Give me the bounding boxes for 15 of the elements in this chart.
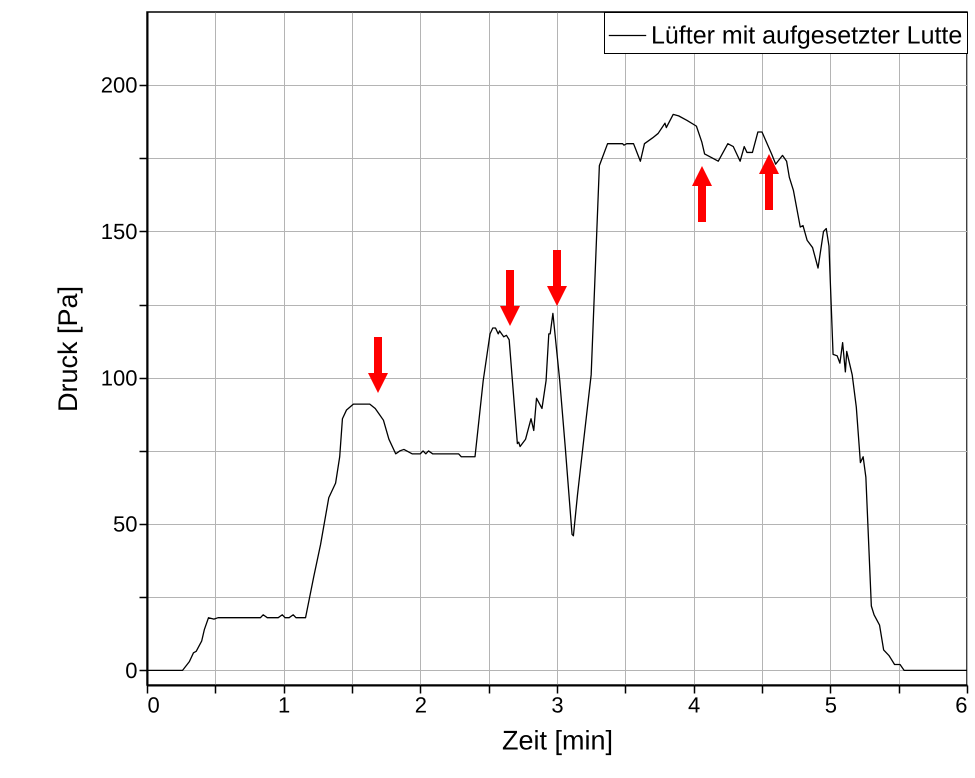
y-axis-title: Druck [Pa] <box>52 286 83 412</box>
x-tick-label: 0 <box>148 692 160 718</box>
x-tick-label: 2 <box>414 692 427 718</box>
y-tick-label: 200 <box>100 72 138 98</box>
y-tick-label: 150 <box>100 218 138 244</box>
legend-label: Lüfter mit aufgesetzter Lutte <box>651 22 962 50</box>
y-tick-label: 0 <box>125 658 138 683</box>
y-tick-label: 50 <box>113 512 138 537</box>
x-axis-title: Zeit [min] <box>502 726 614 756</box>
x-tick-label: 1 <box>278 692 290 718</box>
y-tick-label: 100 <box>100 365 138 390</box>
x-tick-label: 6 <box>955 692 968 718</box>
x-tick-label: 5 <box>824 692 837 718</box>
x-tick-label: 4 <box>688 692 700 718</box>
x-tick-label: 3 <box>551 692 564 718</box>
